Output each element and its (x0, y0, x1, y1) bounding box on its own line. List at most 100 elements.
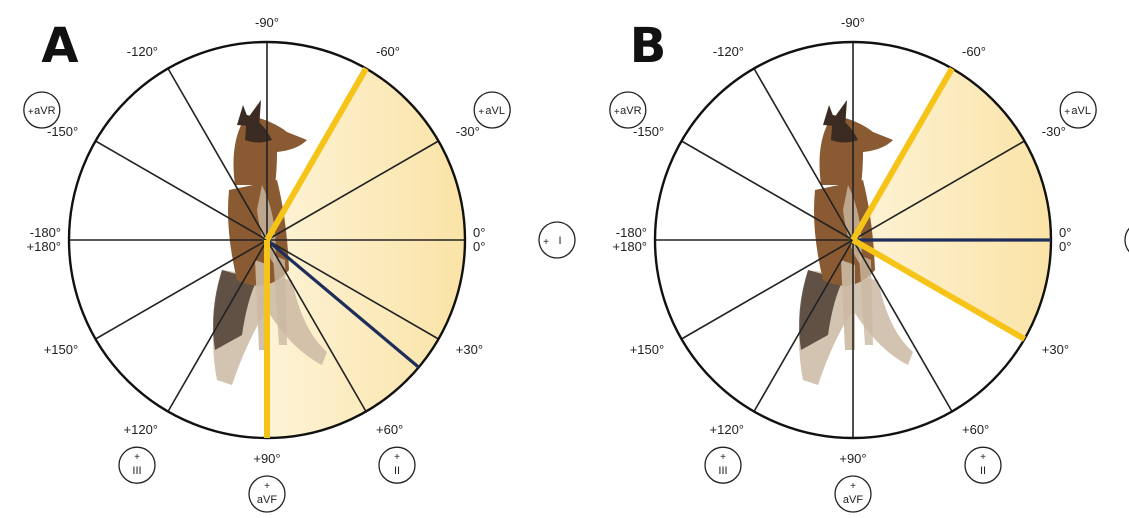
lead-avr-marker: + aVR (609, 91, 647, 129)
range-boundary-line (851, 237, 1026, 342)
lead-plus-sign: + (1064, 107, 1070, 118)
zero-degree-label: 0° (473, 239, 485, 254)
angle-label: -150° (47, 124, 78, 139)
lead-circle (1124, 227, 1129, 253)
lead-avf-marker: + aVF (834, 475, 872, 513)
lead-plus-sign: + (850, 481, 856, 492)
lead-name: aVL (1071, 105, 1091, 117)
lead-plus-sign: + (134, 452, 140, 463)
lead-ii-marker: + II (378, 446, 416, 484)
axis-spoke (852, 239, 953, 412)
lead-circle (704, 446, 742, 484)
angle-label: +90° (253, 451, 280, 466)
lead-avl-marker: + aVL (473, 91, 511, 129)
axis-spoke (266, 239, 367, 412)
lead-plus-sign: + (980, 452, 986, 463)
angle-label: +30° (456, 342, 483, 357)
zero-degree-label: 0° (1059, 239, 1071, 254)
zero-degree-label: 0° (1059, 225, 1071, 240)
dog-ear (237, 105, 251, 126)
lead-i-marker: +I (538, 221, 576, 259)
lead-name: II (394, 465, 400, 477)
axis-spoke (167, 239, 268, 412)
panel-letter: B (630, 18, 667, 74)
lead-i-marker: +I (1124, 227, 1129, 253)
dog-thigh (799, 270, 843, 350)
angle-label: -90° (255, 15, 279, 30)
lead-plus-sign: + (720, 452, 726, 463)
lead-avf-marker: + aVF (248, 475, 286, 513)
angle-label: +60° (376, 422, 403, 437)
lead-plus-sign: + (394, 452, 400, 463)
axis-spoke (167, 68, 268, 241)
angle-label: -30° (456, 124, 480, 139)
lead-plus-sign: + (614, 107, 620, 118)
angle-label: -120° (713, 44, 744, 59)
axis-spoke (753, 239, 854, 412)
axis-spoke (266, 140, 439, 241)
panel-b: B -90° -60° -30° -120° -150° +30° +60° +90° +120°… (609, 15, 1129, 513)
angle-label: +90° (839, 451, 866, 466)
dog-front-leg (273, 255, 287, 345)
dog-front-leg (859, 255, 873, 345)
dog-ear (823, 105, 837, 126)
lead-name: aVL (485, 105, 505, 117)
axis-spoke (753, 68, 854, 241)
lead-avl-marker: + aVL (1059, 91, 1097, 129)
dog-front-leg (841, 260, 855, 350)
axis-spoke (681, 140, 854, 241)
lead-circle (609, 91, 647, 129)
lead-name: III (132, 465, 141, 477)
shaded-sector (267, 68, 466, 438)
angle-label: -30° (1042, 124, 1066, 139)
range-boundary-line (850, 67, 955, 242)
one-eighty-label: +180° (613, 239, 647, 254)
angle-label: -60° (962, 44, 986, 59)
angle-label: +30° (1042, 342, 1069, 357)
lead-plus-sign: + (264, 481, 270, 492)
lead-circle (378, 446, 416, 484)
angle-label: +150° (630, 342, 664, 357)
axis-spoke (852, 140, 1025, 241)
axis-spoke (681, 239, 854, 340)
lead-circle (118, 446, 156, 484)
lead-iii-marker: + III (118, 446, 156, 484)
angle-label: +120° (710, 422, 744, 437)
lead-plus-sign: + (543, 237, 549, 248)
axis-spoke (266, 239, 439, 340)
lead-name: aVF (843, 494, 863, 506)
lead-avr-marker: + aVR (23, 91, 61, 129)
lead-circle (964, 446, 1002, 484)
panel-letter: A (41, 18, 78, 74)
lead-plus-sign: + (478, 107, 484, 118)
dog-thigh (213, 270, 257, 350)
lead-iii-marker: + III (704, 446, 742, 484)
angle-label: +60° (962, 422, 989, 437)
angle-label: +150° (44, 342, 78, 357)
axis-spoke (95, 140, 268, 241)
angle-label: +120° (124, 422, 158, 437)
lead-circle (248, 475, 286, 513)
mean-axis-line (265, 238, 420, 369)
angle-label: -60° (376, 44, 400, 59)
lead-circle (23, 91, 61, 129)
angle-label: -150° (633, 124, 664, 139)
lead-name: aVF (257, 494, 277, 506)
lead-name: aVR (34, 105, 55, 117)
range-boundary-line (264, 67, 369, 242)
angle-label: -120° (127, 44, 158, 59)
lead-ii-marker: + II (964, 446, 1002, 484)
lead-circle (473, 91, 511, 129)
lead-name: I (558, 235, 561, 247)
lead-name: aVR (620, 105, 641, 117)
angle-label: -90° (841, 15, 865, 30)
lead-circle (1059, 91, 1097, 129)
one-eighty-label: -180° (30, 225, 61, 240)
shaded-sector (853, 68, 1051, 339)
lead-circle (834, 475, 872, 513)
lead-circle (538, 221, 576, 259)
lead-plus-sign: + (28, 107, 34, 118)
lead-name: III (718, 465, 727, 477)
zero-degree-label: 0° (473, 225, 485, 240)
